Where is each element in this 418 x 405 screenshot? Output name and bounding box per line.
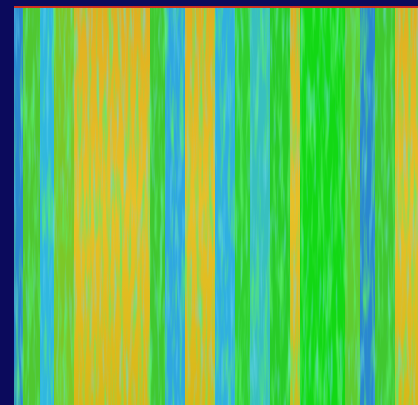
cyan-streaks — [14, 6, 418, 405]
heat-texture — [14, 6, 418, 405]
top-edge — [14, 6, 418, 8]
